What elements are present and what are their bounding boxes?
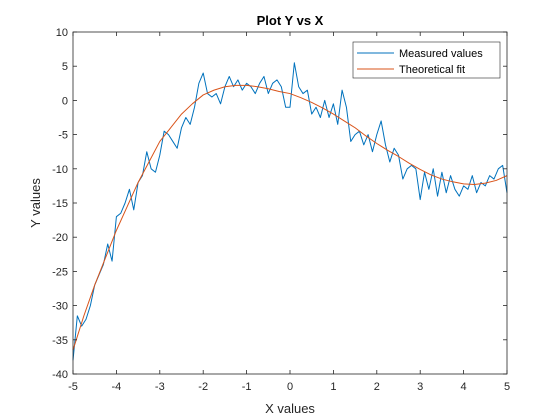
y-tick-label: -15	[52, 198, 68, 210]
x-tick-label: -3	[155, 381, 165, 393]
series-line-measured	[72, 62, 508, 361]
y-tick-label: -35	[52, 335, 68, 347]
series-layer	[72, 62, 508, 361]
x-tick-label: 2	[374, 381, 380, 393]
legend-label-measured: Measured values	[399, 48, 483, 60]
y-tick-label: -10	[52, 164, 68, 176]
y-tick-label: -25	[52, 266, 68, 278]
x-axis-label: X values	[265, 401, 315, 416]
x-tick-label: -5	[68, 381, 78, 393]
series-line-theoretical	[72, 84, 508, 351]
x-tick-label: -4	[112, 381, 122, 393]
y-tick-label: 10	[56, 27, 68, 39]
y-tick-label: 5	[62, 61, 68, 73]
x-tick-label: 3	[417, 381, 423, 393]
y-tick-label: 0	[62, 95, 68, 107]
plot-area	[73, 32, 507, 374]
y-tick-label: -30	[52, 301, 68, 313]
axes-layer: -5 -4 -3 -2 -1 0 1 2 3 4 51050-5-10-15-20-25-30-35…	[52, 27, 510, 393]
chart-title: Plot Y vs X	[257, 13, 324, 28]
x-tick-label: 0	[287, 381, 293, 393]
x-tick-label: -2	[198, 381, 208, 393]
x-tick-label: -1	[242, 381, 252, 393]
y-tick-label: -5	[58, 130, 68, 142]
y-axis-label: Y values	[28, 178, 43, 228]
y-tick-label: -40	[52, 369, 68, 381]
legend: Measured values Theoretical fit	[352, 41, 501, 79]
x-tick-label: 4	[461, 381, 467, 393]
x-tick-label: 5	[504, 381, 510, 393]
legend-label-theoretical: Theoretical fit	[399, 64, 465, 76]
legend-box	[352, 41, 501, 79]
y-tick-label: -20	[52, 232, 68, 244]
x-tick-label: 1	[330, 381, 336, 393]
